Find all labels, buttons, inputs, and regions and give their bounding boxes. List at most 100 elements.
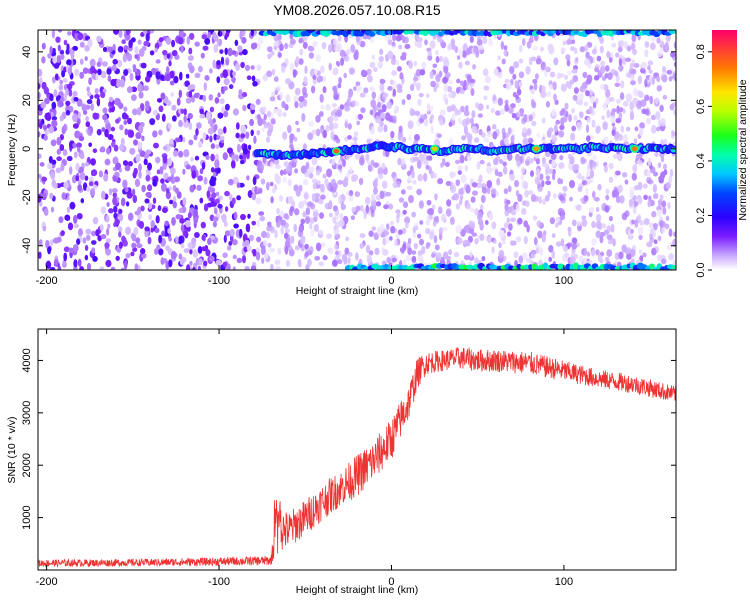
noise-cell — [88, 142, 93, 148]
noise-cell — [523, 113, 528, 123]
noise-cell — [373, 67, 378, 72]
noise-cell — [241, 37, 247, 44]
noise-cell — [569, 35, 575, 41]
noise-cell — [297, 259, 302, 268]
noise-cell — [232, 76, 236, 84]
noise-cell — [294, 208, 300, 216]
noise-cell — [213, 124, 218, 131]
noise-cell — [264, 252, 269, 260]
noise-cell — [425, 219, 430, 226]
noise-cell — [526, 257, 533, 263]
noise-cell — [488, 38, 493, 47]
noise-cell — [611, 189, 617, 198]
noise-cell — [661, 200, 667, 208]
noise-cell — [320, 242, 326, 247]
noise-cell — [499, 108, 505, 115]
noise-cell — [80, 58, 84, 65]
noise-cell — [423, 173, 428, 182]
noise-cell — [197, 265, 201, 270]
noise-cell — [520, 110, 524, 117]
noise-cell — [318, 229, 324, 235]
noise-cell — [498, 229, 505, 238]
noise-cell — [311, 156, 318, 166]
noise-cell — [223, 78, 230, 86]
noise-cell — [284, 232, 289, 240]
noise-cell — [618, 57, 623, 66]
noise-cell — [656, 50, 663, 58]
noise-cell — [60, 230, 65, 237]
noise-cell — [316, 77, 321, 83]
noise-cell — [182, 168, 186, 175]
noise-cell — [661, 74, 668, 83]
noise-cell — [198, 258, 203, 266]
noise-cell — [387, 86, 393, 91]
noise-cell — [547, 169, 554, 174]
noise-cell — [533, 195, 539, 202]
noise-cell — [312, 40, 318, 48]
noise-cell — [145, 33, 150, 42]
noise-cell — [569, 196, 573, 202]
noise-cell — [219, 49, 224, 54]
noise-cell — [229, 69, 234, 79]
noise-cell — [465, 184, 471, 194]
noise-cell — [47, 163, 53, 170]
noise-cell — [569, 256, 576, 264]
noise-cell — [612, 238, 616, 247]
noise-cell — [320, 183, 325, 193]
noise-cell — [49, 239, 54, 246]
noise-cell — [77, 258, 82, 267]
noise-cell — [414, 134, 420, 141]
noise-cell — [290, 38, 296, 45]
noise-cell — [552, 168, 556, 176]
noise-cell — [157, 205, 162, 212]
noise-cell — [673, 72, 676, 82]
noise-cell — [587, 178, 594, 184]
noise-cell — [605, 65, 610, 72]
noise-cell — [165, 73, 171, 82]
noise-cell — [215, 191, 220, 197]
noise-cell — [491, 188, 497, 195]
noise-cell — [45, 239, 50, 249]
noise-cell — [78, 228, 83, 237]
noise-cell — [146, 170, 151, 177]
noise-cell — [442, 76, 448, 84]
noise-cell — [371, 54, 376, 60]
noise-cell — [150, 220, 155, 229]
noise-cell — [673, 109, 676, 116]
noise-cell — [333, 45, 339, 52]
noise-cell — [456, 225, 462, 233]
noise-cell — [80, 153, 85, 159]
noise-cell — [486, 131, 493, 138]
noise-cell — [213, 133, 218, 141]
noise-cell — [579, 111, 584, 119]
noise-cell — [52, 76, 56, 84]
noise-cell — [215, 259, 222, 267]
noise-cell — [129, 73, 134, 81]
noise-cell — [594, 66, 600, 73]
noise-cell — [125, 201, 130, 207]
noise-cell — [199, 168, 204, 175]
noise-cell — [370, 99, 377, 108]
noise-cell — [564, 252, 570, 258]
noise-cell — [57, 30, 63, 33]
noise-cell — [479, 160, 485, 165]
noise-cell — [631, 42, 636, 51]
noise-cell — [520, 166, 525, 174]
noise-cell — [509, 173, 515, 181]
noise-cell — [602, 101, 607, 111]
noise-cell — [194, 72, 201, 78]
noise-cell — [180, 45, 184, 54]
noise-cell — [453, 251, 460, 258]
noise-cell — [348, 67, 355, 75]
noise-cell — [476, 161, 481, 170]
noise-cell — [266, 181, 270, 191]
noise-cell — [398, 229, 403, 235]
noise-cell — [446, 105, 453, 113]
noise-cell — [271, 68, 275, 76]
noise-cell — [57, 44, 61, 52]
noise-cell — [448, 137, 454, 146]
noise-cell — [585, 51, 590, 59]
noise-cell — [194, 232, 200, 238]
noise-cell — [390, 130, 395, 139]
noise-cell — [140, 62, 147, 69]
